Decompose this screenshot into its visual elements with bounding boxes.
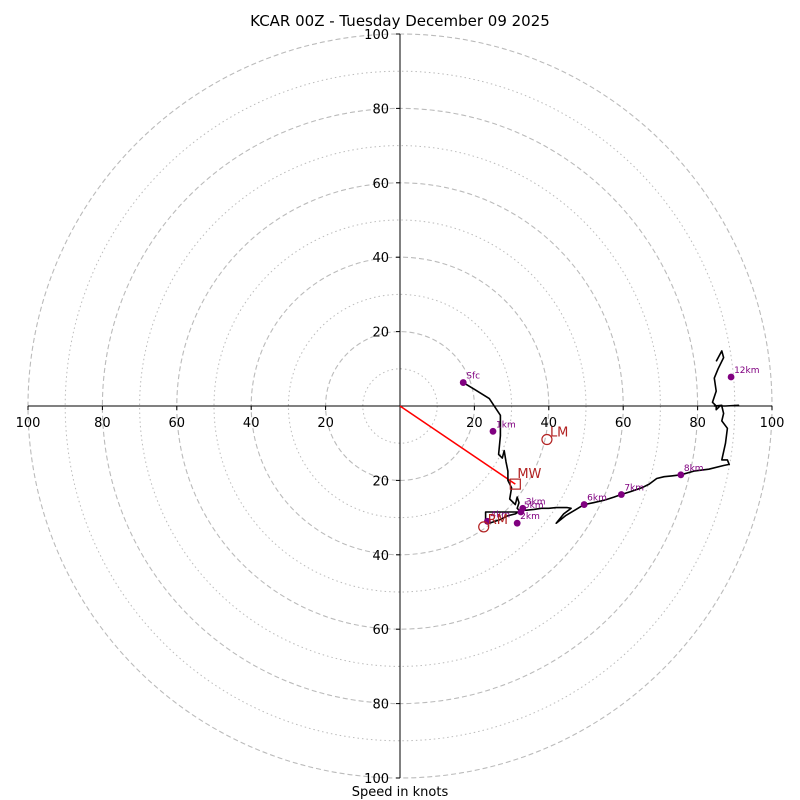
chart-title: KCAR 00Z - Tuesday December 09 2025 — [250, 12, 550, 30]
x-tick-label: 20 — [317, 416, 334, 431]
height-marker-2km — [513, 519, 521, 527]
height-marker-5km — [517, 508, 525, 516]
height-marker-sfc — [459, 379, 467, 386]
storm-motion-markers: MW RM LM — [478, 425, 568, 533]
height-label-4km: 4km — [490, 510, 510, 520]
height-label-6km: 6km — [587, 494, 607, 504]
height-label-12km: 12km — [734, 366, 759, 376]
right-mover-label: RM — [488, 513, 508, 528]
y-tick-label: 100 — [364, 772, 389, 787]
height-marker-7km — [617, 491, 625, 498]
y-tick-label: 100 — [364, 28, 389, 43]
tick-labels: 100 80 60 40 20 20 40 60 80 100 100 80 60 40 20 20 40 60 8… — [16, 28, 785, 787]
height-label-3km: 3km — [526, 497, 546, 507]
left-mover-label: LM — [550, 425, 568, 440]
mean-wind-label: MW — [517, 467, 541, 482]
hodograph-trace — [462, 350, 740, 525]
x-tick-label: 20 — [466, 416, 483, 431]
height-label-5km: 5km — [524, 501, 544, 511]
x-tick-label: 80 — [689, 416, 706, 431]
x-tick-label: 60 — [615, 416, 632, 431]
x-tick-label: 80 — [94, 416, 111, 431]
y-tick-label: 20 — [372, 326, 389, 341]
right-mover-marker — [478, 521, 490, 533]
height-marker-6km — [580, 501, 588, 508]
mean-wind-marker — [509, 478, 521, 490]
height-marker-12km — [727, 373, 735, 381]
height-label-8km: 8km — [684, 464, 704, 474]
height-marker-1km — [489, 427, 497, 435]
height-marker-4km — [484, 517, 491, 525]
hodograph-trace-group — [462, 350, 740, 525]
y-tick-label: 80 — [372, 698, 389, 713]
y-tick-label: 60 — [372, 623, 389, 638]
shear-vector-line — [399, 405, 516, 485]
height-marker-8km — [677, 471, 685, 479]
height-label-2km: 2km — [520, 512, 540, 522]
height-label-7km: 7km — [624, 484, 644, 494]
x-tick-label: 100 — [16, 416, 41, 431]
height-label-sfc: Sfc — [466, 372, 480, 382]
y-tick-label: 60 — [372, 177, 389, 192]
x-tick-label: 40 — [243, 416, 260, 431]
y-tick-label: 40 — [372, 549, 389, 564]
x-axis-label: Speed in knots — [352, 785, 449, 800]
x-tick-label: 100 — [760, 416, 785, 431]
left-mover-marker — [541, 433, 553, 446]
height-label-1km: 1km — [496, 420, 516, 430]
y-tick-label: 20 — [372, 474, 389, 489]
y-tick-label: 80 — [372, 102, 389, 117]
x-tick-label: 40 — [541, 416, 558, 431]
height-markers: Sfc 1km 2km 3km 4km 5km 6km 7km 8km 12km — [459, 366, 760, 527]
shear-vector-group — [399, 405, 516, 485]
y-tick-label: 40 — [372, 251, 389, 266]
x-tick-label: 60 — [169, 416, 186, 431]
